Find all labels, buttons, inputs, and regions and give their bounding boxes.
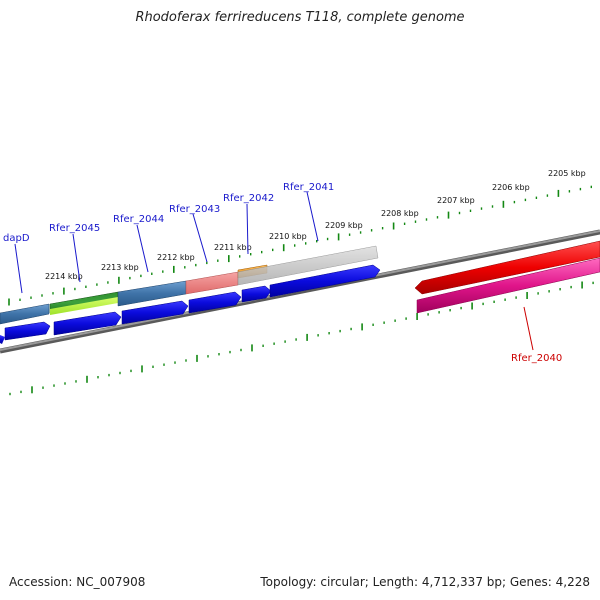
rfer-2045-gene-bar-light — [50, 297, 118, 315]
cds-arrow-2[interactable] — [4, 321, 51, 341]
scale-label-2205: 2205 kbp — [548, 169, 586, 178]
cds-arrow-4[interactable] — [121, 300, 189, 325]
gene-label-rfer-2042: Rfer_2042 — [223, 193, 274, 204]
gene-labels: dapD Rfer_2045 Rfer_2044 Rfer_2043 Rfer_… — [3, 182, 562, 364]
scale-label-2211: 2211 kbp — [214, 243, 252, 252]
scale-label-2208: 2208 kbp — [381, 209, 419, 218]
cds-arrow-3[interactable] — [53, 311, 122, 336]
leader-rfer-2044 — [136, 224, 149, 273]
genome-summary: Topology: circular; Length: 4,712,337 bp… — [260, 575, 590, 589]
scale-label-2206: 2206 kbp — [492, 183, 530, 192]
leader-rfer-2041 — [306, 191, 319, 242]
gene-label-leaders — [14, 191, 534, 351]
cds-arrow-1[interactable] — [0, 335, 5, 344]
cds-arrows-top — [0, 264, 381, 344]
scale-labels: 2214 kbp 2213 kbp 2212 kbp 2211 kbp 2210… — [45, 169, 586, 281]
inner-scale-ticks — [9, 281, 594, 396]
leader-rfer-2045 — [72, 233, 81, 283]
cds-arrow-7[interactable] — [269, 264, 381, 298]
rfer-2040-cds-bar[interactable] — [416, 257, 600, 314]
scale-label-2207: 2207 kbp — [437, 196, 475, 205]
rfer-2041-gene-bar[interactable] — [237, 245, 379, 286]
gene-label-rfer-2045: Rfer_2045 — [49, 223, 100, 234]
top-strand-genes — [0, 245, 379, 325]
bottom-strand-genes — [414, 240, 600, 314]
leader-dapD — [14, 243, 23, 294]
cds-arrow-5[interactable] — [188, 291, 242, 314]
gene-label-dapD: dapD — [3, 233, 30, 244]
cds-arrow-6[interactable] — [241, 285, 272, 303]
gene-label-rfer-2040: Rfer_2040 — [511, 353, 562, 364]
scale-label-2209: 2209 kbp — [325, 221, 363, 230]
scale-label-2214: 2214 kbp — [45, 272, 83, 281]
gene-label-rfer-2041: Rfer_2041 — [283, 182, 334, 193]
scale-label-2212: 2212 kbp — [157, 253, 195, 262]
accession-label: Accession: NC_007908 — [9, 575, 146, 589]
dapD-gene-bar[interactable] — [0, 303, 50, 325]
rfer-2043-gene-bar[interactable] — [185, 271, 239, 295]
rfer-2040-gene-bar[interactable] — [414, 240, 600, 295]
leader-rfer-2040 — [523, 306, 534, 351]
leader-rfer-2043 — [192, 213, 208, 263]
leader-rfer-2042 — [246, 203, 249, 255]
genome-title: Rhodoferax ferrireducens T118, complete … — [135, 10, 465, 25]
gene-label-rfer-2044: Rfer_2044 — [113, 214, 164, 225]
scale-label-2213: 2213 kbp — [101, 263, 139, 272]
gene-label-rfer-2043: Rfer_2043 — [169, 204, 220, 215]
scale-label-2210: 2210 kbp — [269, 232, 307, 241]
outer-scale-ticks — [8, 185, 592, 306]
